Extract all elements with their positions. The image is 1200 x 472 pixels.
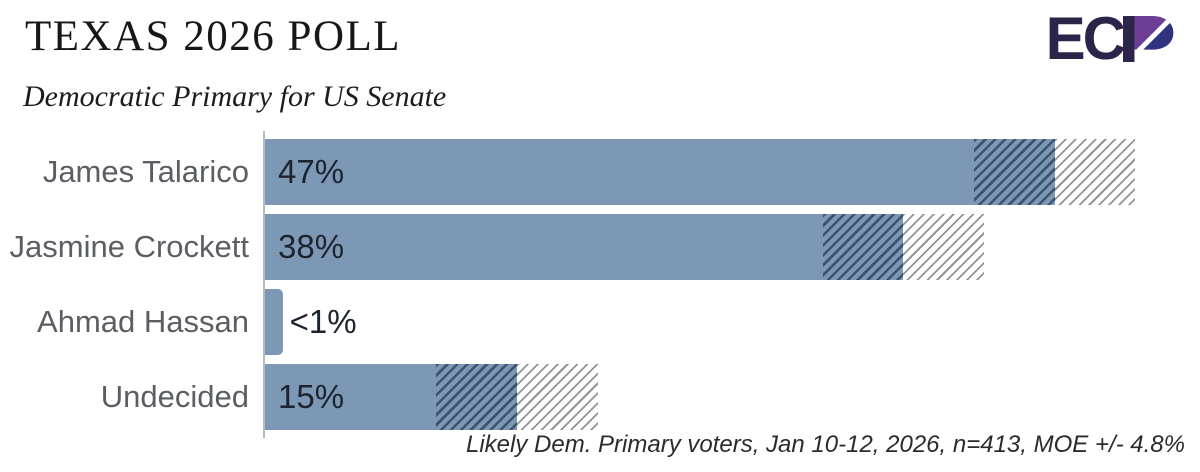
moe-inner-hatch [822,214,904,280]
logo-p-icon [1123,16,1174,62]
bar-track: <1% [265,289,1200,355]
bar-chart: James Talarico 47% Jasmine Crockett 38% Ahma… [0,131,1200,439]
moe-inner-hatch [436,364,517,430]
bar-track: 38% [265,214,1200,280]
chart-row: Ahmad Hassan <1% [0,289,1200,355]
moe-inner-hatch [973,139,1055,205]
category-label: Undecided [100,379,249,414]
value-label: 38% [278,228,345,265]
ecp-logo: EC [1045,5,1176,72]
bar [265,289,283,355]
bar-track: 15% [265,364,1200,430]
category-label: Jasmine Crockett [9,229,249,264]
chart-row: Jasmine Crockett 38% [0,214,1200,280]
chart-row: James Talarico 47% [0,139,1200,205]
bar-track: 47% [265,139,1200,205]
chart-row: Undecided 15% [0,364,1200,430]
page-subtitle: Democratic Primary for US Senate [23,80,447,113]
axis-line [263,131,265,438]
category-label: James Talarico [42,154,249,189]
page-title: TEXAS 2026 POLL [25,13,402,60]
chart-rows: James Talarico 47% Jasmine Crockett 38% Ahma… [0,139,1200,430]
value-label: 15% [278,378,345,415]
logo-ec-text: EC [1045,5,1126,72]
moe-outer-hatch [517,364,598,430]
bar [265,139,974,205]
bar [265,364,437,430]
value-label: 47% [278,153,345,190]
category-label: Ahmad Hassan [37,304,249,339]
moe-outer-hatch [1054,139,1136,205]
footnote: Likely Dem. Primary voters, Jan 10-12, 2… [466,431,1185,458]
value-label: <1% [289,303,357,340]
moe-outer-hatch [903,214,985,280]
bar [265,214,823,280]
